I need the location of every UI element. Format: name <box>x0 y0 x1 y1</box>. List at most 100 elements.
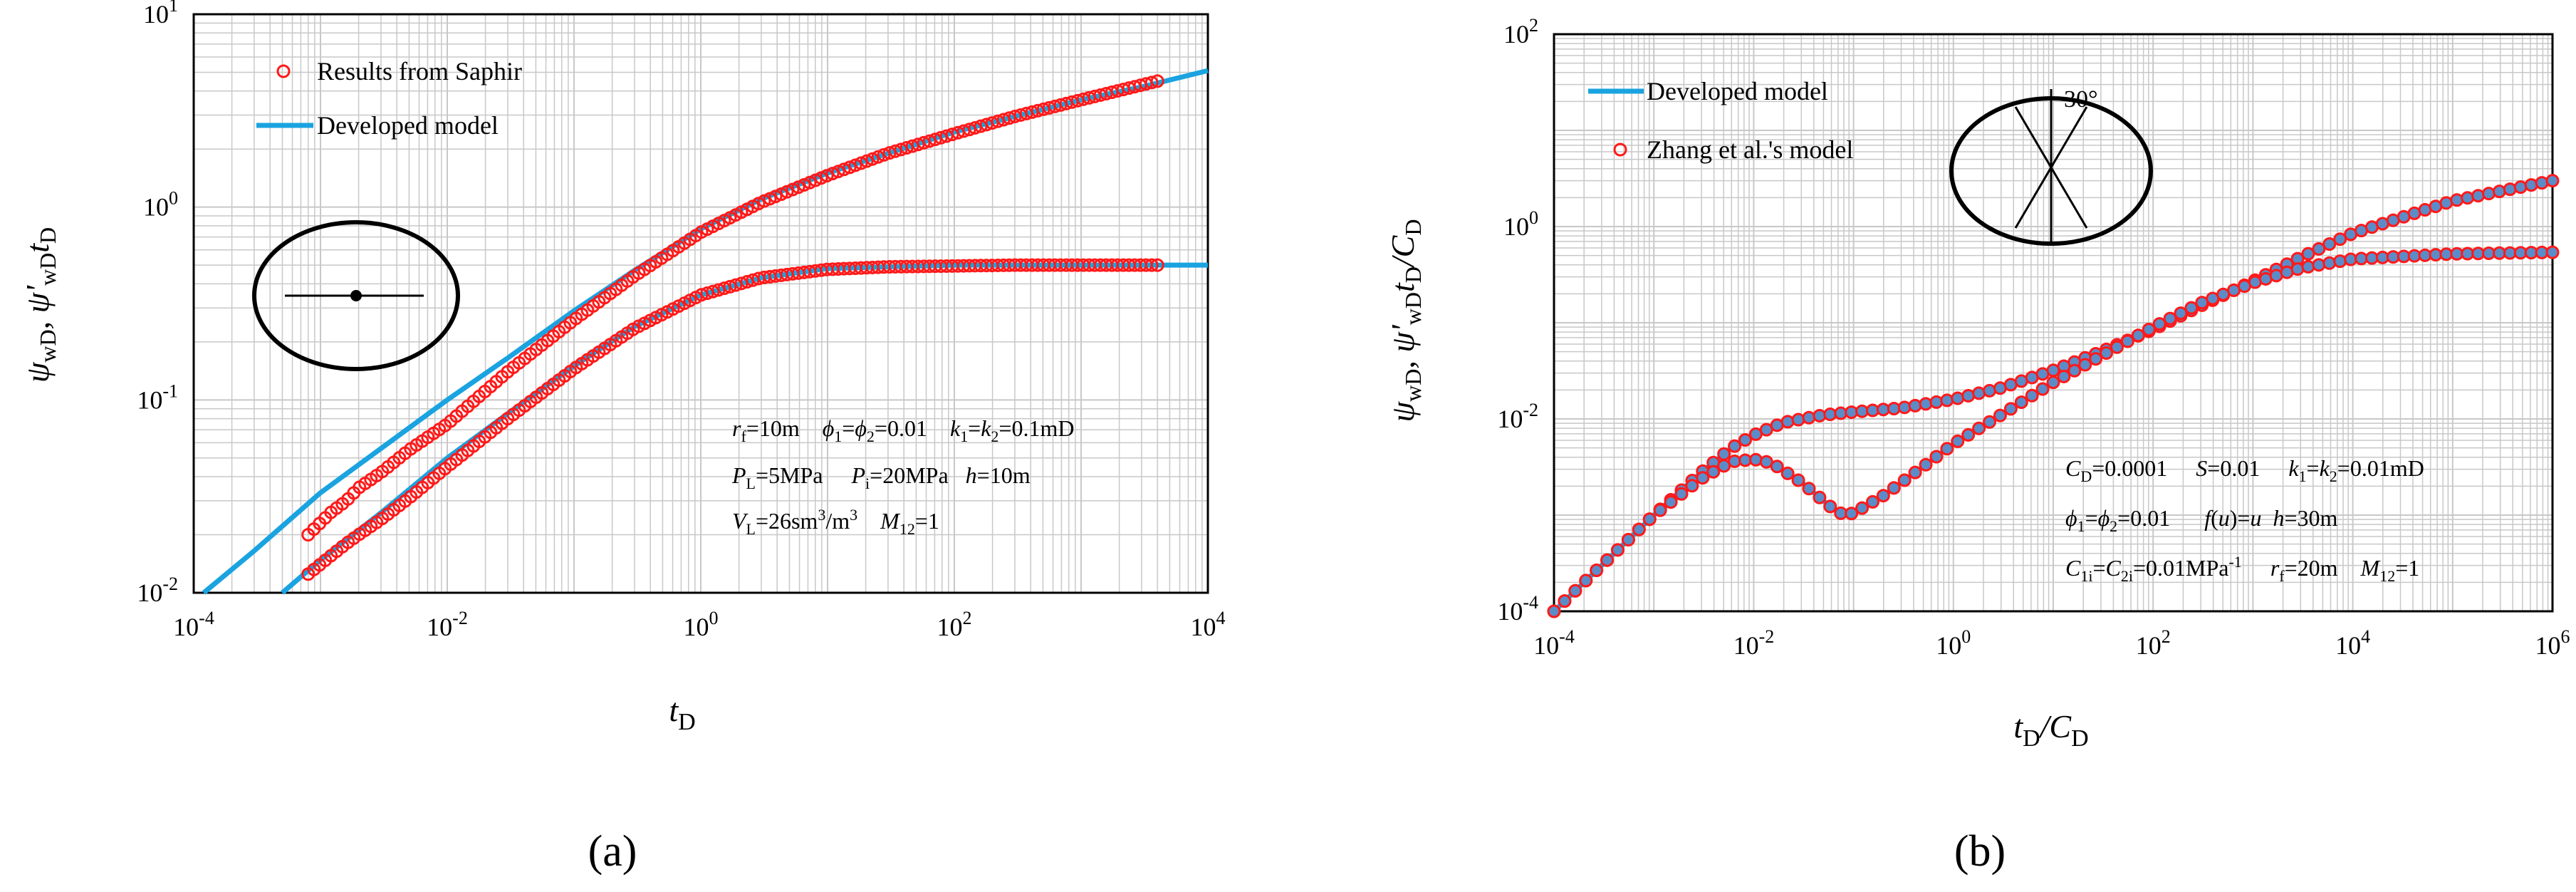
b-xtick-label: 102 <box>2136 626 2171 660</box>
well-dot-a <box>350 290 362 301</box>
a-series-point-0 <box>877 147 891 162</box>
b-series-point-1 <box>2322 256 2337 270</box>
b-series-point-1 <box>1919 457 1933 472</box>
a-ytick-label: 101 <box>143 0 178 28</box>
b-series-point-1 <box>1696 471 1710 485</box>
b-series-point-0 <box>2461 191 2475 205</box>
b-series-point-0 <box>1961 388 1976 403</box>
b-series-point-0 <box>1780 415 1795 429</box>
b-series-point-0 <box>2482 187 2496 201</box>
b-series-point-1 <box>2067 363 2082 378</box>
b-xtick-label: 100 <box>1936 626 1971 660</box>
b-annotation-line: CD=0.0001 S=0.01 k1=k2=0.01mD <box>2065 455 2424 485</box>
b-xtick-label: 10-2 <box>1733 626 1775 660</box>
b-series-point-0 <box>2322 237 2337 251</box>
b-series-point-1 <box>1579 574 1593 588</box>
b-xtick-label: 10-4 <box>1533 626 1575 660</box>
b-series-point-0 <box>2450 193 2464 207</box>
b-series-point-1 <box>1632 522 1646 536</box>
b-series-point-1 <box>1993 408 2007 422</box>
chart-b-plot-frame <box>1553 33 2554 613</box>
b-series-point-1 <box>2152 317 2166 331</box>
chart-a-xlabel: tD <box>669 692 695 735</box>
chart-b-ylabel: ψwD, ψ'wDtD/CD <box>1385 219 1426 422</box>
b-series-point-1 <box>2025 388 2039 403</box>
b-series-point-1 <box>2174 306 2188 321</box>
b-series-point-0 <box>2471 189 2486 203</box>
b-series-point-1 <box>1780 466 1795 480</box>
b-series-point-1 <box>1547 604 1561 618</box>
a-xtick-label: 104 <box>1191 608 1226 641</box>
b-annotation-line: ϕ1=ϕ2=0.01 f(u)=u h=30m <box>2065 505 2338 535</box>
b-series-point-0 <box>1728 439 1742 453</box>
chart-b-grid <box>1553 34 2552 612</box>
a-xtick-label: 102 <box>937 608 972 641</box>
a-series-point-0 <box>1144 76 1159 90</box>
a-annotation-line: rf=10m ϕ1=ϕ2=0.01 k1=k2=0.1mD <box>732 415 1074 445</box>
b-series-point-0 <box>1983 383 1997 398</box>
b-series-point-1 <box>1610 543 1625 557</box>
b-series-point-1 <box>1685 479 1699 493</box>
b-series-point-0 <box>2513 180 2528 195</box>
a-annotation-line: PL=5MPa Pi=20MPa h=10m <box>731 462 1031 492</box>
b-series-point-0 <box>1738 433 1752 447</box>
a-xtick-label: 10-4 <box>173 608 214 641</box>
b-series-point-0 <box>2492 185 2506 199</box>
b-series-point-0 <box>2545 174 2560 188</box>
b-series-point-1 <box>2100 346 2114 361</box>
b-series-point-1 <box>1791 473 1805 487</box>
chart-b-annotations: CD=0.0001 S=0.01 k1=k2=0.01mD ϕ1=ϕ2=0.01 … <box>2065 455 2424 585</box>
b-series-point-1 <box>1876 489 1890 503</box>
b-series-point-1 <box>1748 452 1763 467</box>
chart-b-series <box>1547 174 2560 618</box>
chart-a-plot-frame <box>192 13 1209 594</box>
b-series-point-1 <box>1983 415 1997 429</box>
chart-b-fracture-diagram: 30° <box>1949 86 2153 246</box>
chart-b-yticks: 10-4 10-2 100 102 <box>1497 15 1538 626</box>
b-series-point-1 <box>2003 402 2018 416</box>
chart-b-xticks: 10-4 10-2 100 102 104 106 <box>1533 626 2570 660</box>
b-xtick-label: 104 <box>2335 626 2370 660</box>
b-series-point-0 <box>1951 391 1965 405</box>
panel-label-a: (a) <box>588 827 637 876</box>
b-series-point-0 <box>1717 447 1731 461</box>
legend-b-zhang-label: Zhang et al.'s model <box>1647 135 1853 164</box>
b-series-point-1 <box>2057 369 2071 383</box>
b-series-point-1 <box>1621 532 1635 546</box>
legend-a-saphir-marker <box>276 64 291 78</box>
b-series-point-0 <box>1919 397 1933 411</box>
b-series-point-1 <box>1653 503 1667 517</box>
b-series-point-0 <box>2524 178 2538 192</box>
b-series-point-1 <box>1972 421 1986 435</box>
b-series-point-0 <box>2301 247 2315 261</box>
b-series-point-1 <box>2046 375 2060 390</box>
legend-b-zhang-marker <box>1613 142 1627 157</box>
b-series-point-1 <box>2312 258 2326 272</box>
b-series-point-1 <box>1813 490 1827 504</box>
b-series-point-1 <box>2301 259 2315 274</box>
b-series-point-1 <box>2142 322 2156 336</box>
b-series-point-1 <box>2110 340 2124 354</box>
b-series-point-1 <box>2089 352 2103 366</box>
b-series-point-1 <box>1664 495 1678 509</box>
b-series-point-0 <box>1929 395 1944 409</box>
b-series-point-0 <box>1802 410 1816 425</box>
chart-a-xticks: 10-4 10-2 100 102 104 <box>173 608 1225 641</box>
chart-b-legend: Developed model Zhang et al.'s model <box>1588 77 1853 164</box>
b-series-point-1 <box>2078 358 2092 372</box>
b-series-point-1 <box>2290 262 2305 276</box>
b-series-point-0 <box>2535 176 2549 190</box>
a-ytick-label: 10-2 <box>137 574 178 607</box>
b-series-point-1 <box>1961 427 1976 442</box>
a-xtick-label: 100 <box>684 608 719 641</box>
b-ytick-label: 100 <box>1503 207 1538 241</box>
b-series-point-1 <box>1940 442 1954 456</box>
b-series-point-0 <box>1940 393 1954 408</box>
b-series-point-1 <box>1558 594 1572 608</box>
b-series-point-1 <box>1897 473 1912 487</box>
b-series-point-0 <box>1897 400 1912 415</box>
b-series-point-1 <box>1770 460 1784 474</box>
chart-b-xlabel: tD/CD <box>2013 708 2088 752</box>
b-series-point-0 <box>1813 408 1827 422</box>
